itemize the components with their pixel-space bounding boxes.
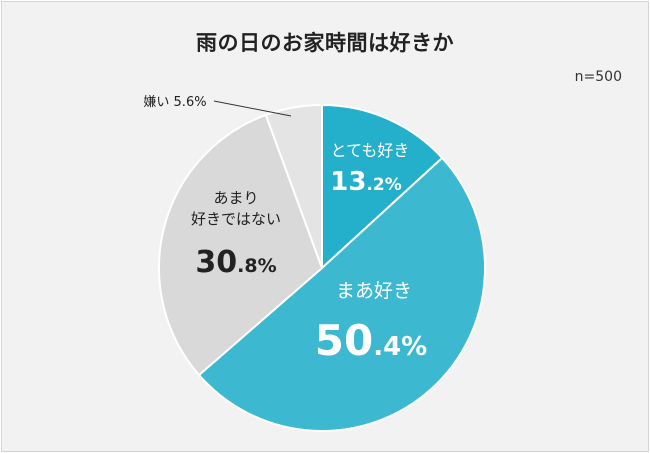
slice-kirai-label: 嫌い 5.6% — [143, 95, 206, 110]
slice-kirai-leader-line — [213, 100, 292, 117]
slice-totemo-suki-label: とても好き — [331, 141, 410, 160]
slice-amari-suki-dewa-nai-value: 30.8% — [195, 245, 276, 280]
slice-kirai — [264, 103, 323, 269]
slice-totemo-suki — [321, 103, 444, 271]
slice-amari-suki-dewa-nai-label: あまり — [213, 189, 258, 207]
slice-maa-suki-label: まあ好き — [336, 280, 412, 302]
sample-size-label: n=500 — [574, 69, 622, 85]
slice-amari-suki-dewa-nai-label: 好きではない — [191, 210, 281, 228]
slice-maa-suki — [197, 156, 486, 432]
slice-maa-suki-value: 50.4% — [315, 316, 427, 365]
slice-amari-suki-dewa-nai — [158, 113, 324, 377]
chart-title: 雨の日のお家時間は好きか — [196, 31, 454, 55]
slice-totemo-suki-value: 13.2% — [330, 167, 402, 197]
